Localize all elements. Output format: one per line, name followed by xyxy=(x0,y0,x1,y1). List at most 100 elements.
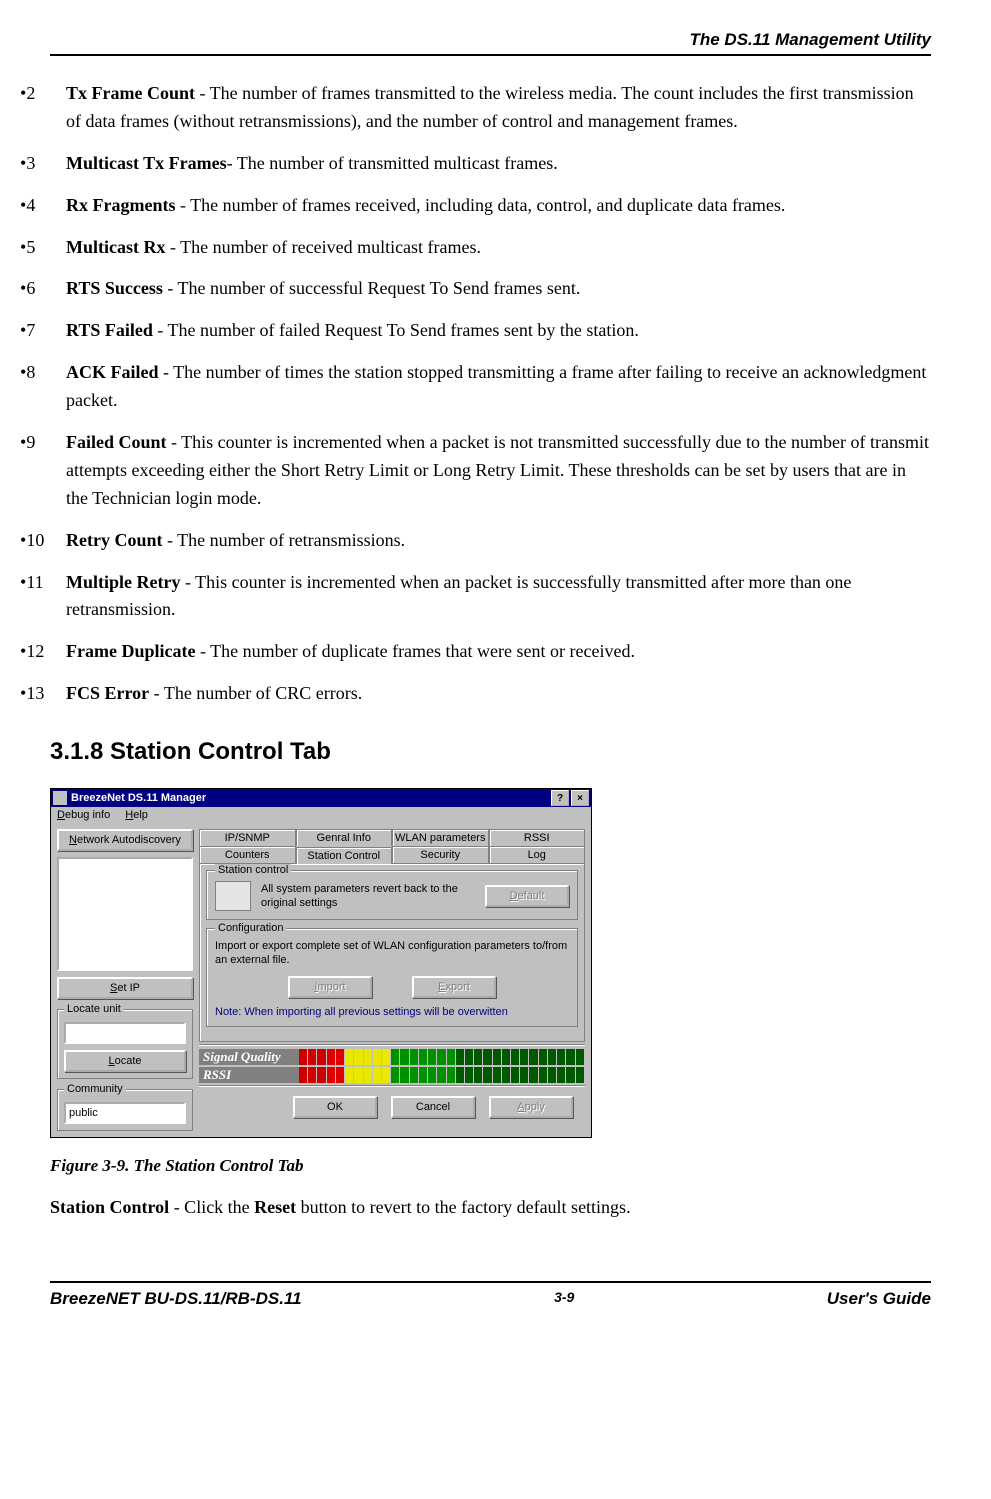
default-button[interactable]: Default xyxy=(485,885,569,907)
import-note: Note: When importing all previous settin… xyxy=(215,1006,569,1018)
def-item: •4Rx Fragments - The number of frames re… xyxy=(20,192,931,220)
definition-list: •2Tx Frame Count - The number of frames … xyxy=(20,80,931,708)
def-term: Multicast Rx xyxy=(66,237,165,257)
station-control-paragraph: Station Control - Click the Reset button… xyxy=(50,1194,931,1221)
def-term: Retry Count xyxy=(66,530,163,550)
bullet: •13 xyxy=(20,680,66,708)
titlebar[interactable]: BreezeNet DS.11 Manager ? × xyxy=(51,789,591,807)
set-ip-button[interactable]: Set IP xyxy=(57,977,193,999)
app-icon xyxy=(53,791,67,805)
menu-help[interactable]: Help xyxy=(125,809,148,821)
bullet: •12 xyxy=(20,638,66,666)
rssi-label: RSSI xyxy=(199,1067,299,1083)
def-term: Failed Count xyxy=(66,432,167,452)
window-title: BreezeNet DS.11 Manager xyxy=(71,792,206,804)
footer-left: BreezeNET BU-DS.11/RB-DS.11 xyxy=(50,1289,302,1309)
bullet: •10 xyxy=(20,527,66,555)
figure-caption: Figure 3-9. The Station Control Tab xyxy=(50,1156,931,1176)
def-desc: - The number of failed Request To Send f… xyxy=(153,320,639,340)
bullet: •3 xyxy=(20,150,66,178)
def-term: RTS Success xyxy=(66,278,163,298)
configuration-legend: Configuration xyxy=(215,922,286,934)
def-desc: - The number of retransmissions. xyxy=(163,530,406,550)
station-icon xyxy=(215,881,251,911)
locate-input[interactable] xyxy=(64,1022,186,1044)
tab-ipsnmp[interactable]: IP/SNMP xyxy=(199,829,296,846)
tab-panel: Station control All system parameters re… xyxy=(199,863,585,1042)
import-button[interactable]: Import xyxy=(288,976,372,998)
def-item: •6RTS Success - The number of successful… xyxy=(20,275,931,303)
menubar: Debug info Help xyxy=(51,807,591,823)
def-item: •5Multicast Rx - The number of received … xyxy=(20,234,931,262)
def-item: •3Multicast Tx Frames- The number of tra… xyxy=(20,150,931,178)
tab-wlan-params[interactable]: WLAN parameters xyxy=(392,829,489,846)
rssi-bar: RSSI xyxy=(199,1067,585,1083)
tab-counters[interactable]: Counters xyxy=(199,846,296,863)
def-term: ACK Failed xyxy=(66,362,159,382)
locate-legend: Locate unit xyxy=(64,1003,124,1015)
tab-log[interactable]: Log xyxy=(489,846,586,863)
bullet: •11 xyxy=(20,569,66,625)
def-desc: - The number of transmitted multicast fr… xyxy=(227,153,558,173)
station-control-group: Station control All system parameters re… xyxy=(206,870,578,920)
manager-window: BreezeNet DS.11 Manager ? × Debug info H… xyxy=(50,788,592,1138)
station-control-legend: Station control xyxy=(215,864,291,876)
para-bold: Reset xyxy=(254,1197,296,1217)
def-desc: - The number of duplicate frames that we… xyxy=(195,641,634,661)
bullet: •8 xyxy=(20,359,66,415)
def-desc: - This counter is incremented when a pac… xyxy=(66,432,929,508)
section-heading: 3.1.8 Station Control Tab xyxy=(50,738,931,766)
def-term: Frame Duplicate xyxy=(66,641,195,661)
bullet: •5 xyxy=(20,234,66,262)
bullet: •7 xyxy=(20,317,66,345)
apply-button[interactable]: Apply xyxy=(489,1096,573,1118)
locate-button[interactable]: Locate xyxy=(64,1050,186,1072)
def-item: •13FCS Error - The number of CRC errors. xyxy=(20,680,931,708)
cancel-button[interactable]: Cancel xyxy=(391,1096,475,1118)
tab-station-control[interactable]: Station Control xyxy=(296,847,393,864)
def-item: •10Retry Count - The number of retransmi… xyxy=(20,527,931,555)
footer-right: User's Guide xyxy=(827,1289,931,1309)
def-item: •9Failed Count - This counter is increme… xyxy=(20,429,931,513)
def-desc: - The number of CRC errors. xyxy=(149,683,362,703)
def-item: •7RTS Failed - The number of failed Requ… xyxy=(20,317,931,345)
community-legend: Community xyxy=(64,1083,126,1095)
tab-rssi[interactable]: RSSI xyxy=(489,829,586,846)
unit-listbox[interactable] xyxy=(57,857,193,971)
def-item: •11Multiple Retry - This counter is incr… xyxy=(20,569,931,625)
def-term: RTS Failed xyxy=(66,320,153,340)
bullet: •6 xyxy=(20,275,66,303)
def-term: Tx Frame Count xyxy=(66,83,195,103)
def-term: Multicast Tx Frames xyxy=(66,153,227,173)
bullet: •9 xyxy=(20,429,66,513)
menu-debug[interactable]: Debug info xyxy=(57,809,110,821)
def-item: •2Tx Frame Count - The number of frames … xyxy=(20,80,931,136)
def-term: Multiple Retry xyxy=(66,572,180,592)
def-desc: - The number of frames received, includi… xyxy=(175,195,785,215)
para-term: Station Control xyxy=(50,1197,169,1217)
def-item: •8ACK Failed - The number of times the s… xyxy=(20,359,931,415)
community-input[interactable]: public xyxy=(64,1102,186,1124)
export-button[interactable]: Export xyxy=(412,976,496,998)
page-footer: BreezeNET BU-DS.11/RB-DS.11 3-9 User's G… xyxy=(50,1283,931,1309)
autodiscovery-button[interactable]: Network Autodiscovery xyxy=(57,829,193,851)
tabs: IP/SNMP Genral Info WLAN parameters RSSI… xyxy=(199,829,585,863)
def-desc: - This counter is incremented when an pa… xyxy=(66,572,851,620)
tab-general-info[interactable]: Genral Info xyxy=(296,829,393,846)
bullet: •4 xyxy=(20,192,66,220)
tab-security[interactable]: Security xyxy=(392,846,489,863)
page-header: The DS.11 Management Utility xyxy=(50,30,931,56)
def-desc: - The number of times the station stoppe… xyxy=(66,362,926,410)
signal-quality-label: Signal Quality xyxy=(199,1049,299,1065)
ok-button[interactable]: OK xyxy=(293,1096,377,1118)
locate-group: Locate unit Locate xyxy=(57,1009,193,1079)
bullet: •2 xyxy=(20,80,66,136)
close-button[interactable]: × xyxy=(571,790,589,806)
configuration-text: Import or export complete set of WLAN co… xyxy=(215,939,569,968)
def-item: •12Frame Duplicate - The number of dupli… xyxy=(20,638,931,666)
def-desc: - The number of received multicast frame… xyxy=(165,237,481,257)
station-control-text: All system parameters revert back to the… xyxy=(261,882,475,911)
def-term: Rx Fragments xyxy=(66,195,175,215)
configuration-group: Configuration Import or export complete … xyxy=(206,928,578,1027)
help-button[interactable]: ? xyxy=(551,790,569,806)
